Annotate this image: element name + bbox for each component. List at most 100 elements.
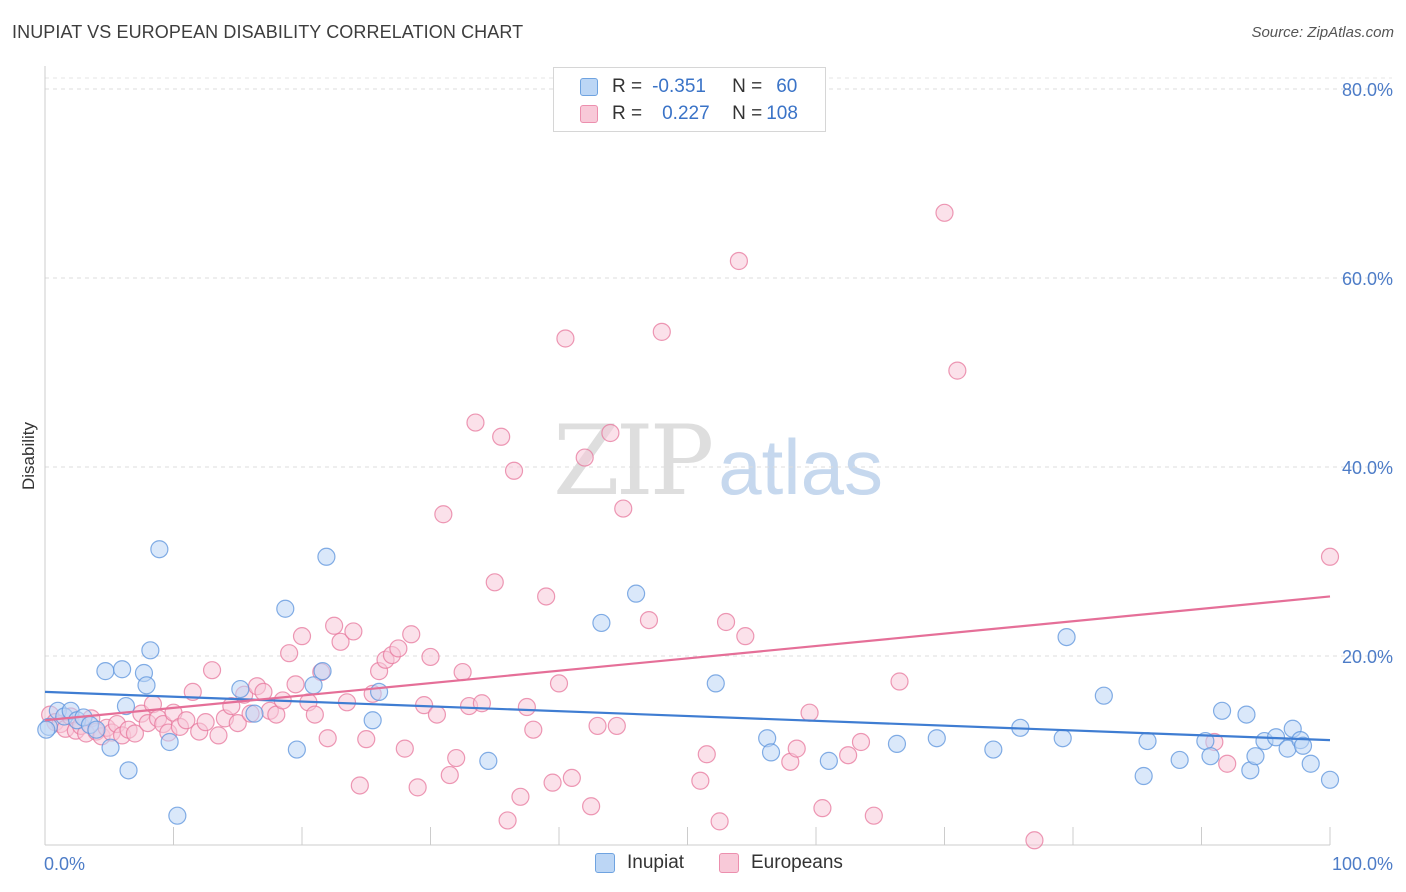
bottom-legend-swatch-europeans [719, 853, 739, 873]
y-tick-label: 80.0% [1342, 80, 1393, 100]
inupiat-point [119, 761, 138, 780]
inupiat-point [1201, 747, 1220, 766]
legend-row-europeans: R = 0.227 N = 108 [554, 101, 798, 127]
inupiat-point [1246, 747, 1265, 766]
series-europeans [41, 203, 1340, 850]
inupiat-point [1212, 701, 1232, 720]
europeans-point [286, 675, 305, 694]
x-tick-label: 0.0% [44, 854, 85, 874]
europeans-point [344, 622, 363, 641]
europeans-point [440, 765, 459, 785]
europeans-point [582, 797, 601, 816]
inupiat-point [1094, 686, 1113, 705]
europeans-point [492, 427, 511, 446]
tick-labels: 20.0% 40.0% 60.0% 80.0% 0.0% 100.0% [44, 80, 1393, 874]
europeans-point [389, 639, 408, 658]
europeans-point [447, 748, 466, 768]
europeans-point [851, 732, 871, 752]
inupiat-point [984, 740, 1003, 759]
inupiat-point [819, 751, 838, 770]
europeans-point [890, 672, 909, 691]
europeans-point [498, 811, 517, 830]
europeans-point [209, 726, 228, 745]
europeans-point [228, 713, 247, 733]
bottom-legend-europeans: Europeans [719, 852, 843, 874]
legend: R = -0.351 N = 60 R = 0.227 N = 108 [553, 67, 826, 132]
europeans-point [800, 703, 819, 722]
europeans-point [125, 724, 145, 743]
europeans-point [537, 587, 556, 606]
inupiat-point [87, 720, 106, 739]
europeans-point [517, 697, 536, 717]
x-tick-label: 100.0% [1332, 854, 1393, 874]
legend-n-label: N = [732, 76, 763, 97]
trend-line-europeans [44, 595, 1331, 722]
inupiat-point [1320, 770, 1340, 789]
europeans-point [331, 632, 350, 651]
legend-r-label: R = [612, 76, 643, 97]
inupiat-point [626, 584, 646, 603]
europeans-point [562, 768, 581, 788]
europeans-point [325, 616, 344, 635]
trend-lines [44, 595, 1331, 742]
grid-lines [45, 77, 1392, 657]
europeans-point [839, 746, 858, 765]
europeans-point [305, 705, 324, 724]
europeans-point [177, 711, 196, 730]
europeans-point [350, 776, 369, 795]
europeans-point [736, 627, 755, 646]
bottom-legend-swatch-inupiat [595, 853, 615, 873]
inupiat-point [287, 740, 306, 759]
europeans-point [466, 413, 485, 432]
legend-r-value: 0.227 [662, 103, 710, 124]
inupiat-point [706, 674, 725, 693]
europeans-point [813, 799, 832, 818]
legend-n-label: N = [732, 103, 763, 124]
europeans-point [614, 499, 633, 518]
inupiat-point [116, 696, 136, 716]
y-tick-label: 60.0% [1342, 269, 1393, 289]
europeans-point [1320, 547, 1340, 566]
europeans-point [652, 322, 671, 341]
bottom-legend-inupiat: Inupiat [595, 852, 684, 874]
europeans-point [434, 505, 453, 524]
inupiat-point [37, 720, 56, 739]
europeans-point [710, 812, 729, 831]
inupiat-point [1170, 750, 1189, 770]
inupiat-point [96, 662, 115, 681]
europeans-point [639, 610, 659, 630]
inupiat-point [479, 751, 498, 770]
inupiat-point [141, 641, 160, 660]
europeans-point [575, 448, 594, 467]
inupiat-point [160, 732, 179, 752]
europeans-point [357, 730, 376, 749]
europeans-point [691, 771, 710, 790]
inupiat-point [1293, 736, 1313, 755]
europeans-point [427, 705, 447, 724]
europeans-point [543, 773, 562, 792]
europeans-point [280, 644, 299, 663]
inupiat-point [168, 806, 187, 825]
europeans-point [549, 674, 569, 693]
legend-row-inupiat: R = -0.351 N = 60 [554, 74, 797, 100]
inupiat-point [231, 679, 250, 699]
inupiat-point [1053, 729, 1072, 748]
inupiat-point [1237, 705, 1256, 724]
inupiat-point [150, 540, 169, 559]
inupiat-point [1134, 766, 1153, 786]
europeans-point [787, 739, 806, 758]
legend-swatch-europeans [580, 105, 598, 123]
europeans-point [601, 423, 620, 443]
source-label: Source: ZipAtlas.com [1251, 24, 1394, 41]
inupiat-point [245, 704, 264, 723]
inupiat-point [370, 682, 389, 702]
inupiat-point [276, 599, 295, 618]
y-tick-label: 40.0% [1342, 458, 1393, 478]
europeans-point [864, 806, 883, 825]
bottom-legend-label-inupiat: Inupiat [627, 852, 685, 873]
legend-n-value: 60 [776, 76, 798, 97]
europeans-point [524, 720, 543, 739]
europeans-point [935, 203, 954, 222]
europeans-point [607, 716, 626, 736]
